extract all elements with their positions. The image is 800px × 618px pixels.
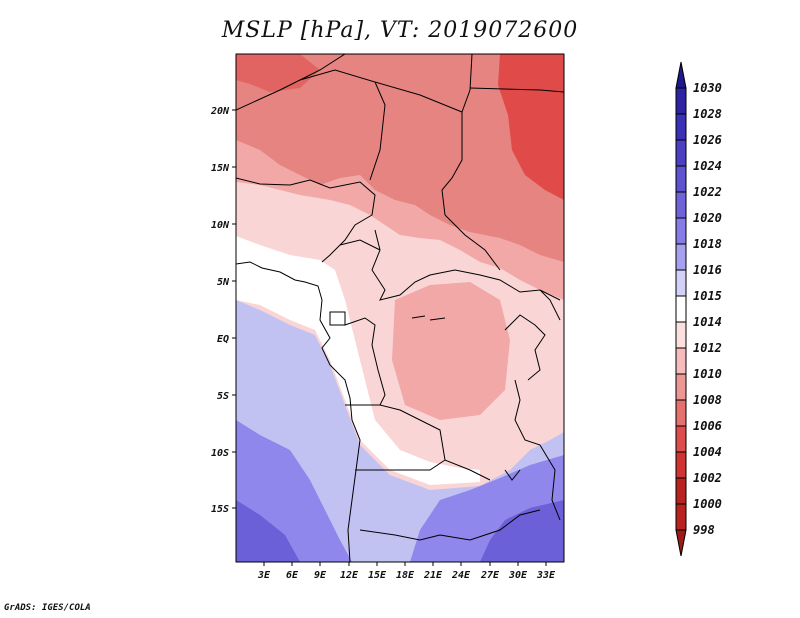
colorbar-swatch bbox=[675, 503, 687, 531]
lat-label: 20N bbox=[210, 106, 230, 117]
lat-label: 5S bbox=[217, 391, 229, 402]
colorbar-swatch bbox=[675, 165, 687, 193]
colorbar-label: 1012 bbox=[693, 341, 722, 355]
colorbar-label: 1010 bbox=[693, 367, 722, 381]
colorbar-top-arrow bbox=[675, 61, 687, 89]
lat-label: 5N bbox=[217, 277, 230, 288]
colorbar-label: 1004 bbox=[693, 445, 722, 459]
colorbar-swatch bbox=[675, 217, 687, 245]
colorbar-swatch bbox=[675, 243, 687, 271]
colorbar-swatch bbox=[675, 347, 687, 375]
colorbar-swatch bbox=[675, 191, 687, 219]
map-frame bbox=[235, 53, 565, 563]
longitude-axis bbox=[263, 562, 547, 566]
colorbar-label: 1014 bbox=[693, 315, 722, 329]
lon-label: 21E bbox=[423, 570, 443, 581]
field-very-high-southeast bbox=[480, 500, 564, 562]
field-very-high-southwest bbox=[236, 500, 300, 562]
map-title: MSLP [hPa], VT: 2019072600 bbox=[221, 18, 579, 43]
colorbar-label: 1008 bbox=[693, 393, 722, 407]
field-mid-low-center bbox=[392, 282, 510, 420]
colorbar-swatch bbox=[675, 477, 687, 505]
colorbar-label: 1002 bbox=[693, 471, 722, 485]
lon-label: 15E bbox=[368, 570, 387, 581]
colorbar-label: 1000 bbox=[693, 497, 722, 511]
colorbar-label: 998 bbox=[693, 523, 715, 537]
colorbar-swatch bbox=[675, 269, 687, 297]
lat-label: 15S bbox=[211, 504, 229, 515]
lon-label: 30E bbox=[508, 570, 528, 581]
colorbar-swatch bbox=[675, 87, 687, 115]
colorbar-label: 1006 bbox=[693, 419, 722, 433]
colorbar-label: 1030 bbox=[693, 81, 722, 95]
colorbar-swatch bbox=[675, 399, 687, 427]
country-borders bbox=[236, 54, 564, 562]
colorbar-swatch bbox=[675, 321, 687, 349]
colorbar-swatch bbox=[675, 373, 687, 401]
lat-label: 15N bbox=[211, 163, 230, 174]
lon-label: 9E bbox=[314, 570, 327, 581]
grads-credit: GrADS: IGES/COLA bbox=[4, 603, 91, 613]
lon-label: 27E bbox=[480, 570, 500, 581]
colorbar-label: 1024 bbox=[693, 159, 722, 173]
colorbar-swatch bbox=[675, 451, 687, 479]
colorbar-label: 1016 bbox=[693, 263, 722, 277]
lat-label: EQ bbox=[217, 334, 229, 345]
colorbar-swatch bbox=[675, 295, 687, 323]
lon-label: 6E bbox=[286, 570, 299, 581]
colorbar-label: 1015 bbox=[693, 289, 722, 303]
colorbar-label: 1022 bbox=[693, 185, 722, 199]
colorbar-label: 1026 bbox=[693, 133, 722, 147]
colorbar-bottom-arrow bbox=[675, 529, 687, 557]
lon-label: 18E bbox=[396, 570, 415, 581]
field-low-north bbox=[236, 54, 564, 262]
lon-label: 12E bbox=[340, 570, 359, 581]
lon-label: 3E bbox=[257, 570, 271, 581]
colorbar-label: 1028 bbox=[693, 107, 722, 121]
lon-label: 24E bbox=[451, 570, 471, 581]
lat-label: 10S bbox=[211, 448, 229, 459]
lon-label: 33E bbox=[536, 570, 556, 581]
field-normal-band bbox=[236, 236, 480, 485]
colorbar bbox=[675, 61, 687, 557]
colorbar-swatch bbox=[675, 113, 687, 141]
lat-label: 10N bbox=[211, 220, 230, 231]
colorbar-label: 1018 bbox=[693, 237, 722, 251]
colorbar-label: 1020 bbox=[693, 211, 722, 225]
field-very-low-northwest bbox=[236, 54, 320, 92]
colorbar-swatch bbox=[675, 425, 687, 453]
colorbar-swatch bbox=[675, 139, 687, 167]
pressure-field bbox=[236, 54, 564, 562]
latitude-axis bbox=[232, 109, 236, 509]
